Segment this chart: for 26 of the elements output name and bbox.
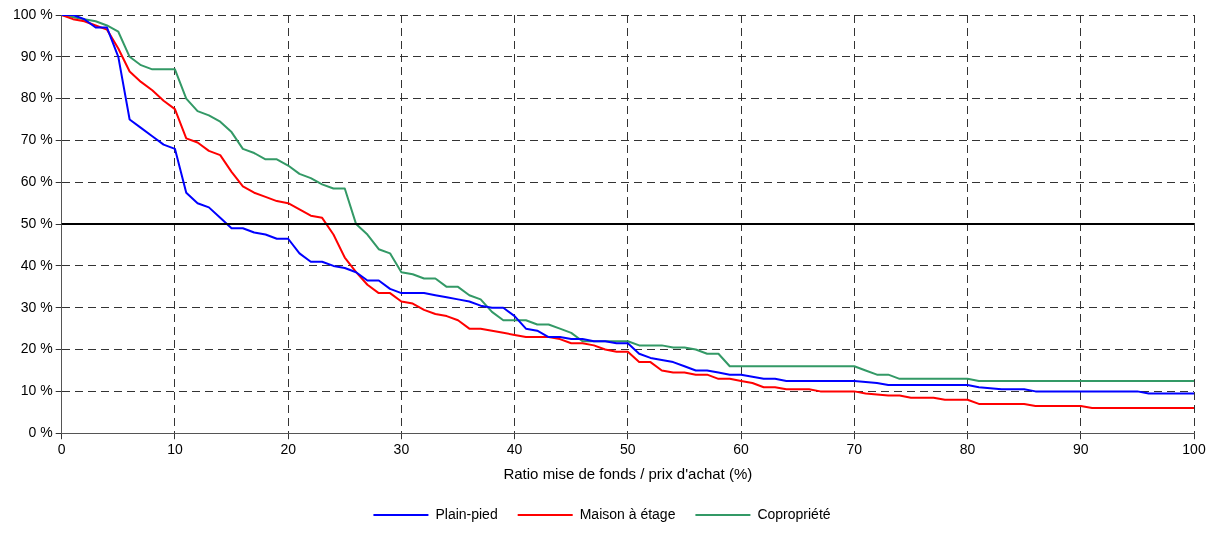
x-tick-label: 90 (1072, 441, 1089, 458)
x-tick-label: 70 (846, 441, 863, 458)
y-tick-label: 10 % (20, 382, 53, 399)
x-tick-label: 50 (620, 441, 636, 458)
x-tick-label: 0 (57, 441, 66, 458)
y-tick-label: 50 % (20, 214, 53, 231)
x-tick-label: 100 (1182, 441, 1206, 458)
x-axis-title: Ratio mise de fonds / prix d'achat (%) (503, 465, 753, 483)
x-tick-label: 40 (506, 441, 523, 458)
x-tick-label: 10 (167, 441, 183, 458)
legend-label: Copropriété (757, 505, 831, 522)
y-tick-label: 40 % (20, 256, 53, 273)
x-tick-label: 60 (733, 441, 750, 458)
x-tick-label: 30 (393, 441, 410, 458)
y-tick-label: 80 % (20, 89, 53, 106)
x-tick-label: 20 (280, 441, 297, 458)
y-tick-label: 0 % (28, 424, 53, 441)
y-tick-label: 60 % (20, 173, 53, 190)
y-tick-label: 90 % (20, 47, 53, 64)
legend-label: Maison à étage (579, 505, 676, 522)
y-tick-label: 20 % (20, 340, 53, 357)
x-tick-label: 80 (959, 441, 976, 458)
y-tick-label: 100 % (12, 5, 53, 22)
y-tick-label: 70 % (20, 131, 53, 148)
legend-label: Plain-pied (435, 505, 498, 522)
y-tick-label: 30 % (20, 298, 53, 315)
